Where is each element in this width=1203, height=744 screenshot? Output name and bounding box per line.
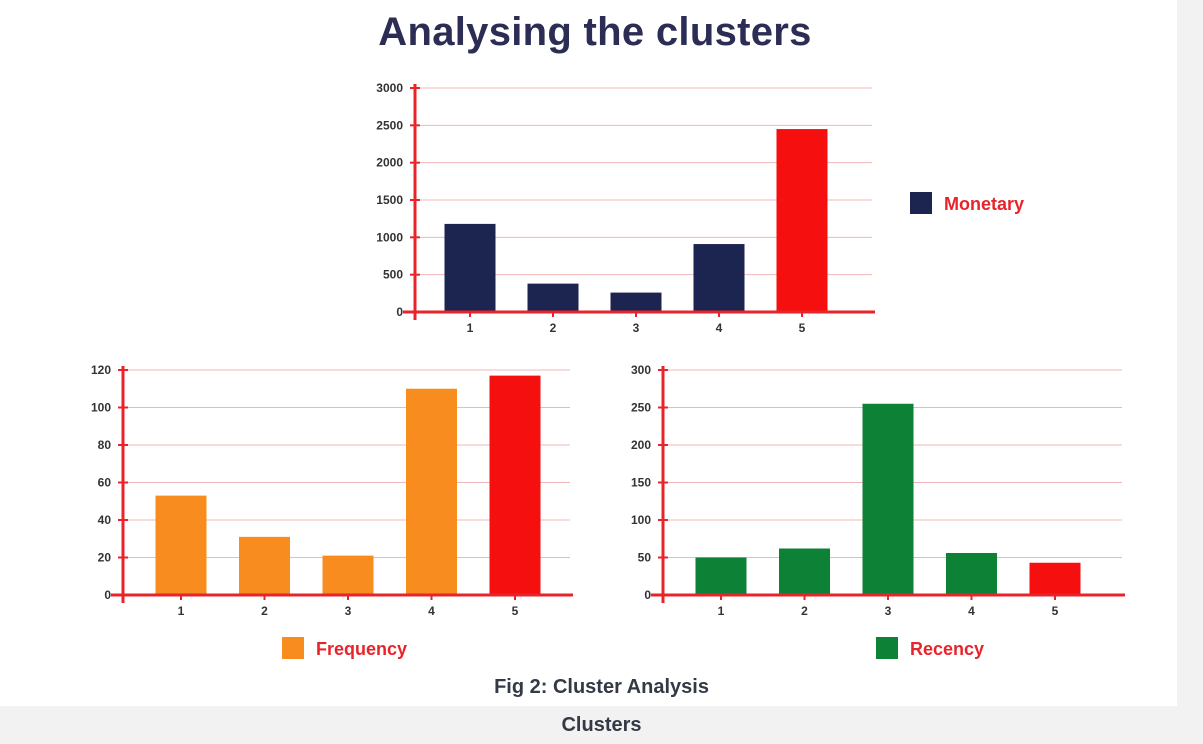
bar [610,292,662,312]
x-tick-label: 4 [716,321,723,335]
y-tick-label: 2500 [376,118,403,132]
figure-caption: Fig 2: Cluster Analysis [494,676,709,698]
y-tick-label: 1500 [376,193,403,207]
figure-card: Analysing the clusters 0 500 1000 1500 2000 2… [0,0,1177,706]
y-tick-label: 40 [98,513,112,527]
bar [776,129,828,312]
bar [1029,562,1081,595]
y-tick-label: 250 [631,401,651,415]
bar [155,495,207,595]
y-tick-label: 120 [91,363,111,377]
bar [239,536,290,595]
x-tick-label: 1 [178,604,185,618]
x-tick-label: 2 [801,604,808,618]
y-tick-label: 2000 [376,156,403,170]
x-tick-label: 5 [512,604,519,618]
y-tick-label: 1000 [376,230,403,244]
legend-swatch [876,637,898,659]
bar [693,244,745,312]
bar [322,555,374,595]
legend-label: Monetary [944,194,1024,214]
y-tick-label: 0 [104,588,111,602]
y-tick-label: 300 [631,363,651,377]
y-tick-label: 100 [91,401,111,415]
x-tick-label: 1 [718,604,725,618]
y-tick-label: 80 [98,438,112,452]
bar [779,548,830,595]
x-tick-label: 4 [428,604,435,618]
y-tick-label: 60 [98,476,112,490]
bar [489,375,541,595]
x-tick-label: 4 [968,604,975,618]
footer-label: Clusters [561,714,642,736]
legend-swatch [282,637,304,659]
recency-chart: 0 50 100 150 200 250 300 1 2 3 4 5 Recency [631,363,1125,659]
y-tick-label: 200 [631,438,651,452]
monetary-chart: 0 500 1000 1500 2000 2500 3000 1 2 3 4 5 Monetary [376,81,1024,335]
y-tick-label: 100 [631,513,651,527]
chart-title: Analysing the clusters [378,10,812,54]
x-tick-label: 1 [467,321,474,335]
bar [444,223,496,312]
y-tick-label: 20 [98,551,112,565]
x-tick-label: 3 [633,321,640,335]
bar [695,557,747,595]
x-tick-label: 2 [261,604,268,618]
legend-label: Frequency [316,639,407,659]
legend-label: Recency [910,639,984,659]
x-tick-label: 2 [550,321,557,335]
bar [946,553,997,595]
frequency-chart: 0 20 40 60 80 100 120 1 2 3 4 5 Frequency [91,363,573,659]
bar [406,388,457,595]
legend-swatch [910,192,932,214]
y-tick-label: 50 [638,551,652,565]
y-tick-label: 0 [396,305,403,319]
x-tick-label: 3 [885,604,892,618]
x-tick-label: 5 [1052,604,1059,618]
y-tick-label: 3000 [376,81,403,95]
bar [862,403,914,595]
y-tick-label: 150 [631,476,651,490]
x-tick-label: 5 [799,321,806,335]
y-tick-label: 0 [644,588,651,602]
y-tick-label: 500 [383,268,403,282]
bar [527,283,579,312]
x-tick-label: 3 [345,604,352,618]
